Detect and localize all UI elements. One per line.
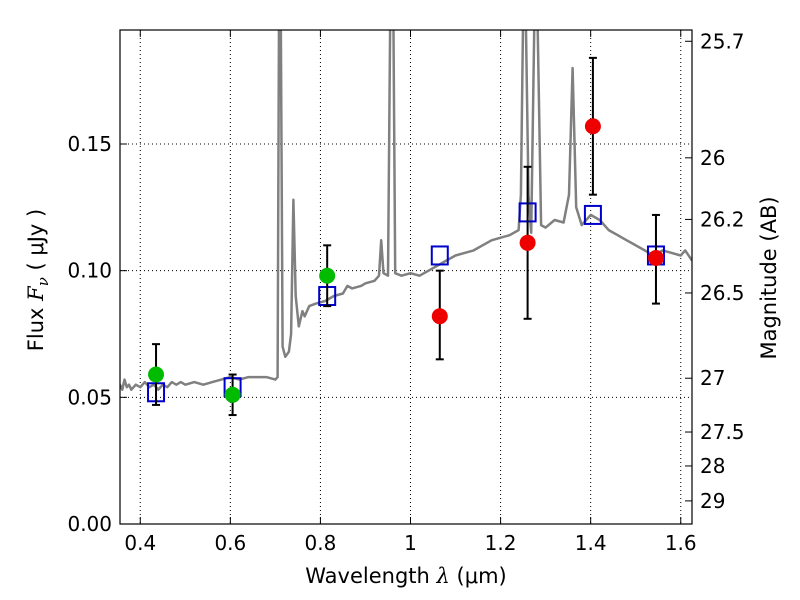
plot-area: [120, 30, 692, 417]
x-tick-label: 1.4: [575, 531, 607, 555]
observed-point: [584, 118, 601, 135]
model-flux-square: [430, 245, 449, 266]
observed-point: [647, 250, 664, 266]
spectrum-line: [120, 30, 692, 391]
y2-tick-label: 29: [700, 489, 725, 513]
axes: 0.4 0.6 0.8 1 1.2 1.4 1.6 0.00 0.05 0.10 0.15 25.7 2…: [67, 29, 744, 555]
y-tick-label: 0.05: [67, 385, 112, 409]
y2-tick-label: 26.5: [700, 281, 745, 305]
y2-tick-label: 26: [700, 146, 725, 170]
observed-point: [431, 308, 448, 325]
y2-tick-label: 27: [700, 366, 725, 390]
observed-point: [224, 386, 241, 403]
x-tick-label: 1: [404, 531, 417, 555]
y-tick-label: 0.00: [67, 512, 112, 536]
y-tick-label: 0.10: [67, 259, 112, 283]
y2-tick-label: 25.7: [700, 29, 745, 53]
x-tick-label: 0.4: [124, 531, 156, 555]
y2-axis-label: Magnitude (AB): [757, 196, 781, 359]
observed-point: [148, 366, 165, 383]
x-tick-label: 0.6: [214, 531, 246, 555]
y-axis-label: Flux Fν ( μJy ): [24, 209, 52, 351]
observed-point: [519, 234, 536, 251]
model-flux-square: [583, 204, 602, 225]
y2-tick-label: 28: [700, 454, 725, 478]
y2-tick-label: 26.2: [700, 207, 745, 231]
x-axis-label: Wavelength λ (μm): [305, 564, 506, 588]
observed-point: [319, 267, 336, 284]
plot-frame: [119, 29, 693, 525]
x-tick-label: 1.2: [485, 531, 517, 555]
y2-tick-label: 27.5: [700, 420, 745, 444]
x-tick-label: 1.6: [665, 531, 697, 555]
x-tick-label: 0.8: [305, 531, 337, 555]
y-tick-label: 0.15: [67, 132, 112, 156]
